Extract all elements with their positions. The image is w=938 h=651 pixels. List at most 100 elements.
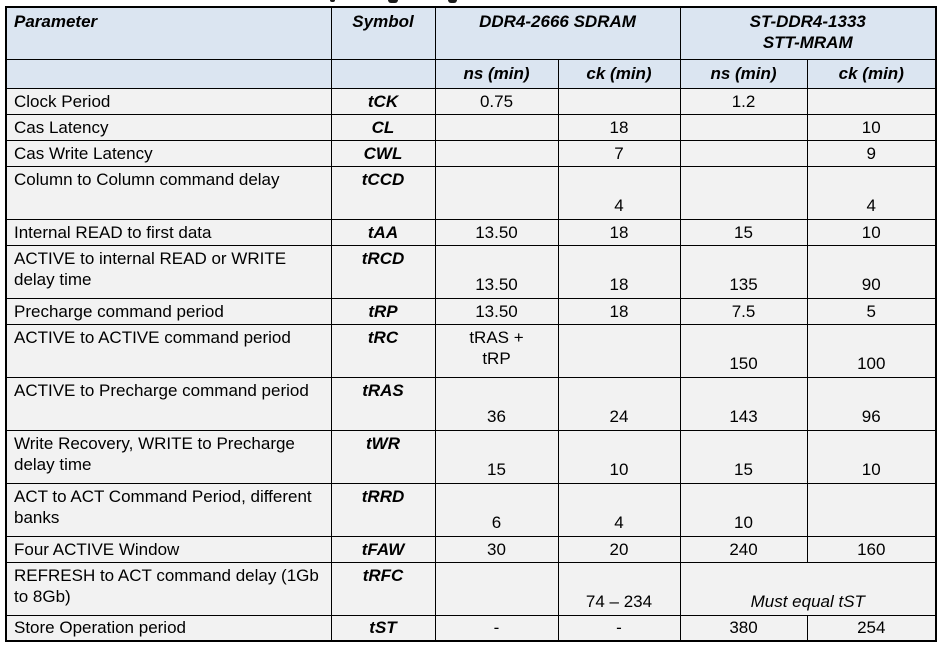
value-cell-ddr4-ck: 20 [557,535,681,563]
table-row: ACTIVE to ACTIVE command period tRC tRAS +… [5,323,937,378]
value-cell-st-ns [679,139,808,167]
value-cell-st-ns: 1.2 [679,87,808,115]
symbol-cell: tCK [330,87,436,115]
value-cell-ddr4-ns [434,139,559,167]
value-cell-ddr4-ns: 15 [434,429,559,484]
header-st-ns-min: ns (min) [679,58,808,89]
table-row: Cas Latency CL 18 10 [5,113,937,141]
value-cell-ddr4-ck: 18 [557,218,681,246]
value-cell-ddr4-ns: - [434,614,559,642]
symbol-cell: tRFC [330,561,436,616]
table-row: Precharge command period tRP 13.50 18 7.5 5 [5,297,937,325]
value-cell-st-ck: 10 [806,218,937,246]
param-cell: Cas Write Latency [5,139,332,167]
value-cell-ddr4-ns: 13.50 [434,218,559,246]
table-body: Clock Period tCK 0.75 1.2 Cas Latency CL 18 10 C… [5,87,937,642]
param-cell: ACTIVE to ACTIVE command period [5,323,332,378]
value-cell-st-ns: 135 [679,244,808,299]
param-cell: ACTIVE to internal READ or WRITE delay t… [5,244,332,299]
symbol-cell: tRC [330,323,436,378]
param-cell: Cas Latency [5,113,332,141]
table-row: ACT to ACT Command Period, different ban… [5,482,937,537]
header-row-units: ns (min) ck (min) ns (min) ck (min) [5,58,937,89]
symbol-cell: tCCD [330,165,436,220]
value-cell-st-ck: 100 [806,323,937,378]
symbol-cell: tRCD [330,244,436,299]
value-cell-st-ck: 9 [806,139,937,167]
param-cell: Four ACTIVE Window [5,535,332,563]
param-cell: Precharge command period [5,297,332,325]
value-cell-st-ck: 254 [806,614,937,642]
value-cell-ddr4-ns: 13.50 [434,244,559,299]
value-cell-st-ck: 10 [806,429,937,484]
table-row: Four ACTIVE Window tFAW 30 20 240 160 [5,535,937,563]
value-cell-st-merged: Must equal tST [679,561,937,616]
symbol-cell: tAA [330,218,436,246]
header-blank-symbol [330,58,436,89]
value-cell-st-ck [806,482,937,537]
value-cell-ddr4-ck: 4 [557,482,681,537]
param-cell: Write Recovery, WRITE to Precharge delay… [5,429,332,484]
table-row: ACTIVE to Precharge command period tRAS 36… [5,376,937,431]
value-cell-ddr4-ns: tRAS + tRP [434,323,559,378]
table-header: Parameter Symbol DDR4-2666 SDRAM ST-DDR4… [5,6,937,89]
value-cell-st-ns: 240 [679,535,808,563]
value-cell-ddr4-ck: 18 [557,297,681,325]
param-cell: ACTIVE to Precharge command period [5,376,332,431]
table-row: REFRESH to ACT command delay (1Gb to 8Gb… [5,561,937,616]
value-cell-ddr4-ck: 18 [557,244,681,299]
value-cell-ddr4-ck: 24 [557,376,681,431]
value-cell-st-ns: 380 [679,614,808,642]
value-cell-st-ns: 10 [679,482,808,537]
header-parameter: Parameter [5,6,332,60]
value-cell-ddr4-ns [434,561,559,616]
param-cell: Clock Period [5,87,332,115]
symbol-cell: tST [330,614,436,642]
value-cell-st-ns: 143 [679,376,808,431]
value-cell-ddr4-ck: 18 [557,113,681,141]
value-cell-st-ck: 96 [806,376,937,431]
symbol-cell: tWR [330,429,436,484]
header-symbol: Symbol [330,6,436,60]
value-cell-ddr4-ns: 36 [434,376,559,431]
value-cell-ddr4-ns: 13.50 [434,297,559,325]
value-cell-st-ck: 4 [806,165,937,220]
value-cell-st-ns: 15 [679,429,808,484]
table-row: Cas Write Latency CWL 7 9 [5,139,937,167]
header-st-ck-min: ck (min) [806,58,937,89]
symbol-cell: CL [330,113,436,141]
value-cell-ddr4-ns: 0.75 [434,87,559,115]
table-row: Store Operation period tST - -380 254 [5,614,937,642]
value-cell-ddr4-ck: 10 [557,429,681,484]
table-row: Internal READ to first data tAA 13.50 18 15 1… [5,218,937,246]
param-cell: Store Operation period [5,614,332,642]
header-ddr4-ns-min: ns (min) [434,58,559,89]
cropped-caption-fragment [0,0,938,5]
header-group-ddr4: DDR4-2666 SDRAM [434,6,681,60]
value-cell-ddr4-ck: 7 [557,139,681,167]
table-row: ACTIVE to internal READ or WRITE delay t… [5,244,937,299]
symbol-cell: CWL [330,139,436,167]
timing-table: Parameter Symbol DDR4-2666 SDRAM ST-DDR4… [5,6,938,642]
value-cell-ddr4-ck [557,87,681,115]
param-cell: Internal READ to first data [5,218,332,246]
table-row: Clock Period tCK 0.75 1.2 [5,87,937,115]
value-cell-st-ns: 7.5 [679,297,808,325]
value-cell-ddr4-ns [434,165,559,220]
value-cell-st-ns: 15 [679,218,808,246]
param-cell: Column to Column command delay [5,165,332,220]
value-cell-st-ns [679,113,808,141]
symbol-cell: tRAS [330,376,436,431]
value-cell-ddr4-ck: - [557,614,681,642]
table-row: Column to Column command delay tCCD 4 4 [5,165,937,220]
param-cell: REFRESH to ACT command delay (1Gb to 8Gb… [5,561,332,616]
symbol-cell: tFAW [330,535,436,563]
value-cell-ddr4-ck: 74 – 234 [557,561,681,616]
value-cell-st-ns [679,165,808,220]
header-ddr4-ck-min: ck (min) [557,58,681,89]
value-cell-st-ns: 150 [679,323,808,378]
value-cell-ddr4-ns [434,113,559,141]
value-cell-ddr4-ck [557,323,681,378]
param-cell: ACT to ACT Command Period, different ban… [5,482,332,537]
